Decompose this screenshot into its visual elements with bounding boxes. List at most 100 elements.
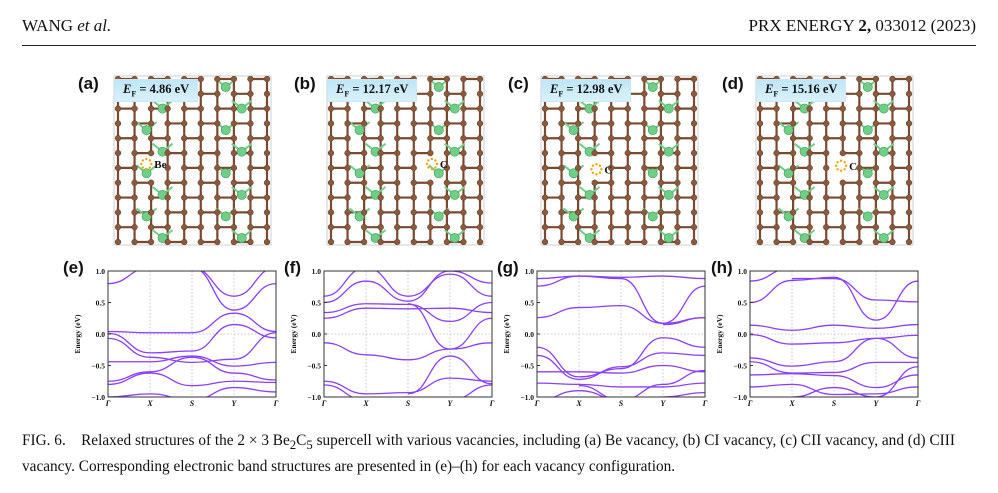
carbon-atom (905, 164, 913, 172)
y-tick-label: 1.0 (738, 267, 748, 276)
carbon-atom (410, 135, 417, 142)
carbon-atom (773, 149, 780, 157)
carbon-atom (181, 105, 188, 112)
y-tick-label: 1.0 (312, 267, 322, 276)
carbon-atom (247, 238, 254, 246)
carbon-atom (327, 120, 335, 127)
structure-drawing: C (326, 75, 485, 246)
carbon-atom (460, 75, 467, 83)
carbon-atom (608, 149, 615, 157)
carbon-atom (410, 179, 417, 186)
carbon-atom (806, 238, 813, 246)
carbon-atom (657, 179, 665, 186)
carbon-atom (394, 105, 401, 112)
beryllium-atom (663, 103, 674, 114)
carbon-atom (823, 238, 830, 246)
carbon-atom (756, 179, 764, 186)
carbon-atom (247, 209, 254, 216)
carbon-atom (872, 75, 880, 83)
carbon-atom (410, 209, 417, 216)
carbon-atom (905, 224, 913, 231)
carbon-atom (872, 149, 880, 157)
y-tick-label: −0.5 (733, 362, 747, 371)
beryllium-atom (862, 82, 873, 92)
band-line (537, 382, 705, 388)
carbon-atom (591, 194, 598, 201)
beryllium-atom (799, 233, 810, 243)
ef-value: = 4.86 eV (139, 82, 190, 96)
carbon-atom (443, 179, 451, 186)
beryllium-atom (663, 233, 674, 243)
x-tick-label: Γ (534, 399, 540, 408)
ef-value: = 12.98 eV (566, 82, 623, 96)
carbon-atom (789, 209, 797, 216)
carbon-atom (131, 135, 138, 142)
carbon-atom (263, 105, 271, 112)
band-structure-chart-1: 1.0 0.5 0.0 −0.5 −1.0 Γ X S Y Γ Energy (eV) (64, 265, 284, 420)
carbon-atom (789, 105, 797, 112)
carbon-atom (427, 90, 434, 97)
beryllium-atom (584, 233, 595, 243)
carbon-atom (114, 209, 122, 216)
carbon-atom (541, 164, 549, 172)
band-line (662, 316, 705, 326)
carbon-atom (657, 149, 665, 157)
beryllium-atom (220, 211, 231, 222)
carbon-atom (344, 224, 351, 231)
carbon-atom (147, 209, 155, 216)
carbon-atom (558, 164, 565, 172)
carbon-atom (394, 209, 401, 216)
carbon-atom (690, 90, 698, 97)
structure-panel-label: (d) (722, 74, 744, 93)
beryllium-atom (647, 168, 658, 179)
carbon-atom (558, 120, 565, 127)
carbon-atom (856, 238, 863, 246)
carbon-atom (181, 135, 188, 142)
carbon-atom (377, 238, 384, 246)
y-tick-label: 0.5 (525, 299, 535, 308)
carbon-atom (789, 224, 797, 231)
carbon-atom (360, 238, 368, 246)
carbon-atom (872, 135, 880, 142)
carbon-atom (197, 179, 204, 186)
carbon-atom (608, 224, 615, 231)
fermi-energy-label: EF = 12.98 eV (541, 79, 632, 102)
carbon-atom (591, 105, 598, 112)
x-tick-label: Y (661, 399, 667, 408)
carbon-atom (476, 209, 484, 216)
carbon-atom (756, 238, 764, 246)
structure-panel-label: (a) (78, 74, 99, 93)
caption-text-1: Relaxed structures of the 2 × 3 Be (81, 432, 290, 449)
carbon-atom (344, 194, 351, 201)
carbon-atom (247, 179, 254, 186)
beryllium-atom (862, 211, 873, 222)
carbon-atom (756, 209, 764, 216)
carbon-atom (476, 135, 484, 142)
carbon-atom (856, 179, 863, 186)
carbon-atom (377, 209, 384, 216)
carbon-atom (214, 149, 221, 157)
ef-symbol: E (336, 82, 345, 96)
carbon-atom (476, 105, 484, 112)
carbon-atom (214, 105, 221, 112)
x-tick-label: Γ (915, 399, 921, 408)
band-line (201, 271, 267, 297)
band-line (537, 304, 705, 324)
band-structure-chart-3: 1.0 0.5 0.0 −0.5 −1.0 Γ X S Y Γ Energy (eV) (493, 265, 713, 420)
carbon-atom (641, 238, 648, 246)
ef-subscript: F (131, 89, 137, 99)
carbon-atom (541, 238, 549, 246)
carbon-atom (394, 135, 401, 142)
carbon-atom (247, 105, 254, 112)
running-header-author: WANG et al. (22, 16, 111, 36)
band-line (750, 276, 918, 321)
header-rule (22, 45, 976, 46)
carbon-atom (641, 105, 648, 112)
band-structure-chart-4: 1.0 0.5 0.0 −0.5 −1.0 Γ X S Y Γ Energy (eV) (706, 265, 926, 420)
carbon-atom (410, 164, 417, 172)
band-line (537, 275, 705, 324)
carbon-atom (230, 75, 238, 83)
carbon-atom (574, 120, 582, 127)
